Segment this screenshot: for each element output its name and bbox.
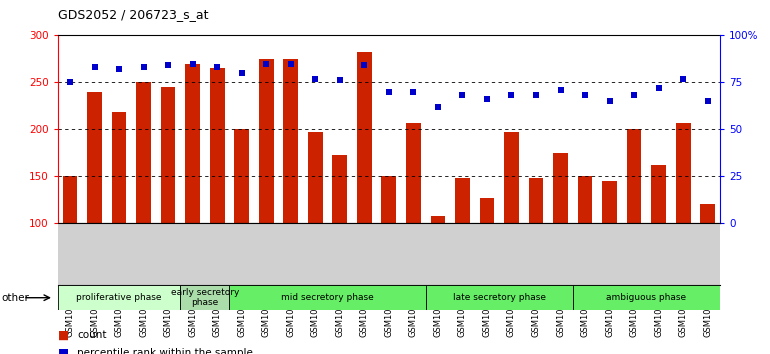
Point: [383, 89, 395, 95]
Point: [604, 98, 616, 104]
Bar: [186, 64, 200, 223]
Text: GDS2052 / 206723_s_at: GDS2052 / 206723_s_at: [58, 8, 208, 21]
Bar: [455, 178, 470, 223]
Bar: [406, 122, 420, 223]
Point: [186, 61, 199, 67]
Text: proliferative phase: proliferative phase: [76, 293, 162, 302]
Point: [677, 76, 689, 81]
Bar: [209, 68, 225, 223]
Point: [701, 98, 714, 104]
Bar: [676, 122, 691, 223]
Bar: [229, 285, 426, 310]
Point: [64, 79, 76, 85]
Bar: [58, 285, 180, 310]
Point: [652, 85, 665, 91]
Bar: [573, 285, 720, 310]
Bar: [333, 155, 347, 223]
Point: [457, 93, 469, 98]
Bar: [234, 129, 249, 223]
Point: [236, 70, 248, 76]
Bar: [357, 52, 372, 223]
Bar: [161, 87, 176, 223]
Point: [432, 104, 444, 109]
Point: [89, 64, 101, 70]
Bar: [701, 204, 715, 223]
Text: early secretory
phase: early secretory phase: [171, 288, 239, 307]
Bar: [308, 132, 323, 223]
Point: [162, 63, 174, 68]
Text: other: other: [2, 293, 29, 303]
Bar: [430, 216, 445, 223]
Bar: [426, 285, 573, 310]
Bar: [283, 59, 298, 223]
Point: [358, 63, 370, 68]
Bar: [62, 176, 77, 223]
Point: [113, 66, 126, 72]
Point: [137, 64, 149, 70]
Bar: [627, 129, 641, 223]
Bar: [651, 165, 666, 223]
Point: [628, 93, 641, 98]
Bar: [553, 153, 568, 223]
Point: [333, 78, 346, 83]
Point: [554, 87, 567, 93]
Bar: [112, 112, 126, 223]
Bar: [381, 176, 397, 223]
Point: [505, 93, 517, 98]
Text: percentile rank within the sample: percentile rank within the sample: [77, 348, 253, 354]
Point: [309, 76, 321, 81]
Text: ambiguous phase: ambiguous phase: [606, 293, 686, 302]
Bar: [602, 181, 617, 223]
Bar: [504, 132, 519, 223]
Bar: [87, 92, 102, 223]
Point: [211, 64, 223, 70]
Bar: [180, 285, 229, 310]
Point: [530, 93, 542, 98]
Bar: [136, 82, 151, 223]
Bar: [480, 198, 494, 223]
Bar: [529, 178, 544, 223]
Point: [260, 61, 273, 67]
Bar: [578, 176, 592, 223]
Text: ■: ■: [58, 329, 69, 342]
Bar: [259, 59, 273, 223]
Point: [285, 61, 297, 67]
Point: [579, 93, 591, 98]
Point: [480, 96, 493, 102]
Text: ■: ■: [58, 347, 69, 354]
Point: [407, 89, 420, 95]
Text: late secretory phase: late secretory phase: [453, 293, 546, 302]
Text: count: count: [77, 330, 106, 340]
Text: mid secretory phase: mid secretory phase: [281, 293, 374, 302]
